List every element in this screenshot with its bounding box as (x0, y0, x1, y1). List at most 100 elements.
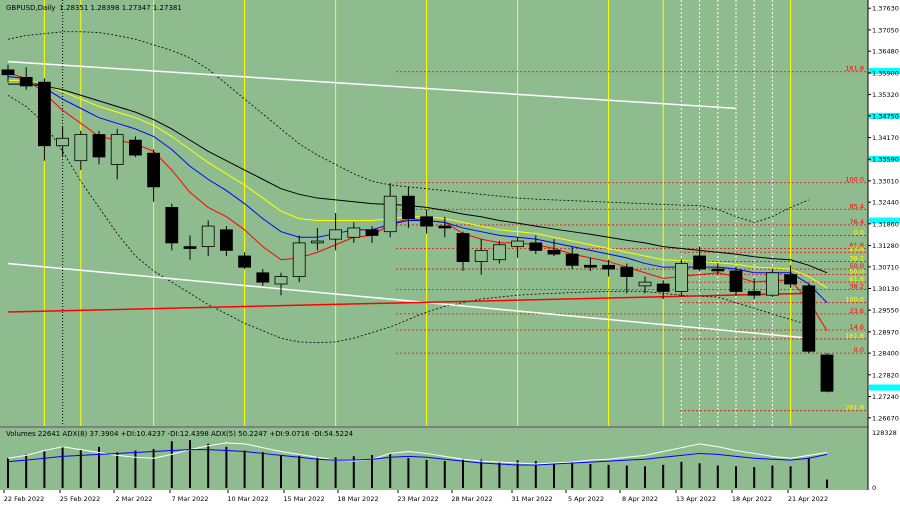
candle-body-bull (56, 137, 69, 147)
candle[interactable] (802, 284, 816, 354)
price-tick-label: 1.31860 (872, 220, 899, 228)
candle[interactable] (56, 127, 69, 157)
price-tick-label: 1.33010 (872, 177, 899, 185)
candle-body-bull (74, 134, 88, 162)
candle-body-bear (420, 216, 434, 227)
date-tick-label: 2 Mar 2022 (115, 495, 152, 503)
fib-label: 100.0 (845, 296, 864, 304)
candle[interactable] (584, 257, 597, 271)
candle-body-bull (766, 272, 779, 296)
date-tick-label: 28 Mar 2022 (451, 495, 492, 503)
candle-body-bull (201, 225, 215, 248)
adx-line (7, 449, 828, 466)
candle[interactable] (74, 130, 88, 171)
date-tick-label: 7 Mar 2022 (171, 495, 208, 503)
candle[interactable] (675, 259, 688, 298)
candle[interactable] (747, 278, 761, 299)
candle-body-bear (256, 272, 270, 283)
candle[interactable] (511, 237, 525, 258)
fib-label: 61.8 (850, 275, 864, 283)
price-tick-label: 1.31280 (872, 242, 899, 250)
candle-body-bear (784, 274, 797, 285)
candle[interactable] (329, 213, 343, 251)
candle[interactable] (820, 353, 834, 393)
price-tick-label: 1.30130 (872, 285, 899, 293)
date-axis: 22 Feb 2022 25 Feb 2022 2 Mar 2022 7 Mar 20… (3, 490, 828, 503)
candle[interactable] (693, 246, 706, 271)
candle[interactable] (784, 265, 797, 288)
candle[interactable] (238, 252, 252, 270)
candle-body-bear (620, 266, 634, 277)
fib-label: 76.4 (850, 218, 864, 226)
candle[interactable] (92, 130, 106, 165)
candle[interactable] (147, 149, 161, 202)
candle[interactable] (110, 128, 124, 180)
candle-body-bear (747, 291, 761, 296)
fib-label: 14.6 (850, 323, 864, 331)
price-tick-label: 1.28970 (872, 328, 899, 336)
candle[interactable] (438, 216, 452, 238)
candle-body-bear (820, 354, 834, 392)
fib-label: 0.0 (854, 346, 864, 354)
adx-line (7, 442, 828, 465)
candle[interactable] (638, 276, 652, 294)
candle-body-bear (165, 206, 179, 244)
candle[interactable] (256, 269, 270, 286)
volume-min-label: 0 (872, 484, 876, 492)
candle[interactable] (565, 246, 579, 270)
candle[interactable] (529, 235, 543, 255)
candle[interactable] (274, 272, 288, 296)
candle[interactable] (19, 67, 33, 90)
candle[interactable] (128, 136, 142, 157)
candle-body-bear (219, 229, 233, 251)
price-tick-label: 1.37050 (872, 26, 899, 34)
candle-body-bull (675, 263, 688, 292)
candle[interactable] (38, 78, 51, 161)
candle[interactable] (474, 239, 488, 275)
candle[interactable] (401, 186, 415, 228)
candle[interactable] (547, 239, 561, 256)
candle[interactable] (420, 209, 434, 234)
date-tick-label: 8 Apr 2022 (622, 495, 658, 503)
candle-body-bull (511, 240, 525, 248)
candle[interactable] (729, 267, 743, 296)
candle[interactable] (1, 64, 15, 83)
candle[interactable] (292, 235, 306, 283)
candle-body-bear (19, 76, 33, 87)
bollinger-band (7, 94, 809, 344)
candle[interactable] (365, 226, 379, 243)
price-tick-label: 1.27820 (872, 371, 899, 379)
candle[interactable] (201, 220, 215, 256)
volume-bars (7, 440, 828, 488)
candle-body-bear (565, 253, 579, 266)
date-tick-label: 15 Mar 2022 (283, 495, 324, 503)
candle-body-bear (584, 264, 597, 268)
candle[interactable] (219, 226, 233, 256)
price-tick-label: 1.29550 (872, 307, 899, 315)
price-marker (869, 384, 900, 391)
candle[interactable] (602, 259, 615, 277)
candle[interactable] (383, 183, 397, 238)
price-marker (869, 112, 900, 119)
candle-body-bear (92, 134, 106, 158)
price-tick-label: 1.27240 (872, 393, 899, 401)
price-tick-label: 1.32440 (872, 199, 899, 207)
candle[interactable] (347, 222, 361, 243)
fib-label: 61.8 (850, 242, 864, 250)
candle[interactable] (656, 280, 670, 299)
candle[interactable] (766, 269, 779, 298)
price-tick-label: 1.34750 (872, 112, 899, 120)
candle[interactable] (165, 203, 179, 251)
candle[interactable] (711, 263, 725, 275)
price-tick-label: 1.37630 (872, 5, 899, 13)
candle[interactable] (620, 263, 634, 294)
candle[interactable] (492, 241, 506, 264)
candle-body-bear (183, 246, 197, 249)
candle[interactable] (310, 227, 324, 251)
candle[interactable] (183, 235, 197, 260)
candle[interactable] (456, 231, 470, 271)
date-tick-label: 21 Apr 2022 (788, 495, 828, 503)
fib-label: 161.8 (845, 65, 864, 73)
